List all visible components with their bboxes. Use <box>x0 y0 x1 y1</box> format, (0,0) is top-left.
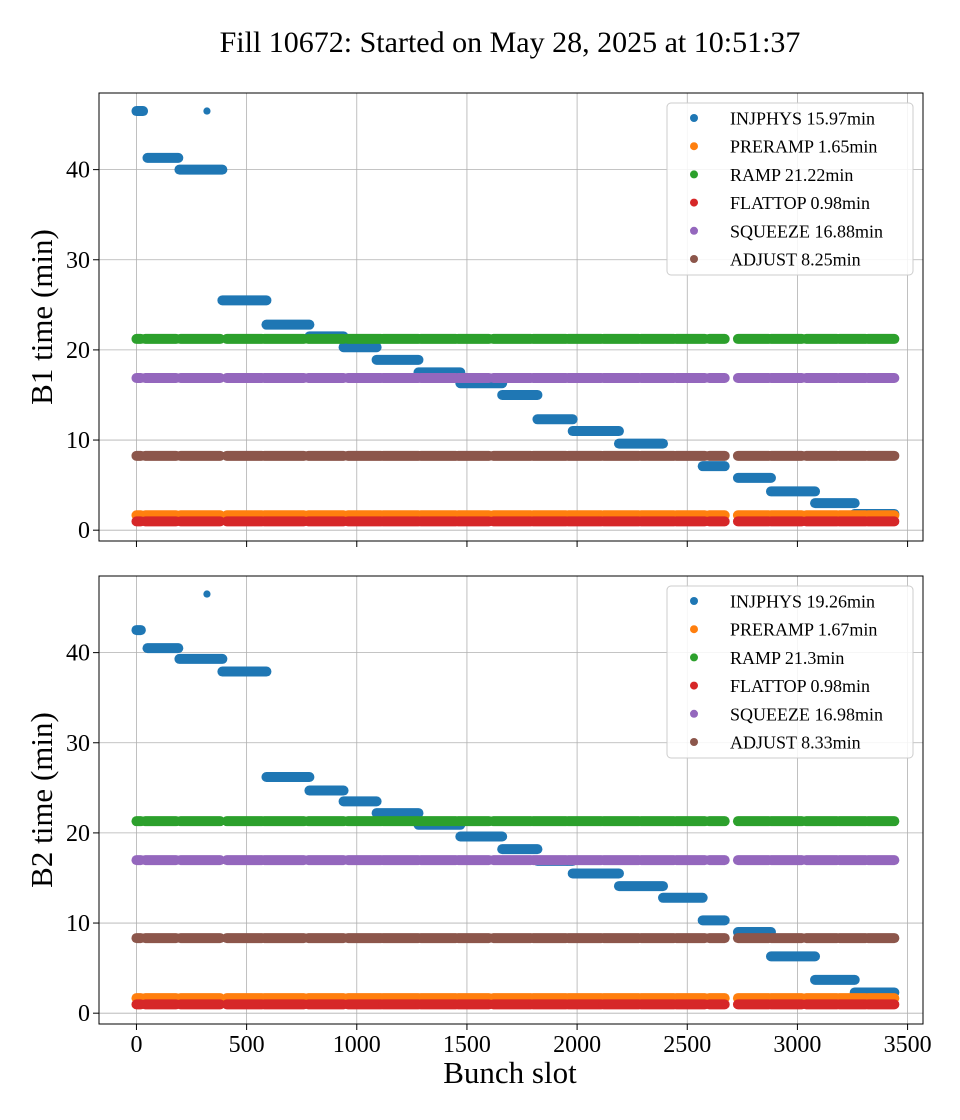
legend-marker <box>690 226 698 235</box>
x-tick-label: 2500 <box>663 1032 711 1058</box>
data-point-injphys <box>203 107 211 115</box>
plot-area <box>131 106 900 527</box>
y-tick-label: 20 <box>66 821 90 847</box>
legend-label: FLATTOP 0.98min <box>730 676 870 696</box>
x-axis-label: Bunch slot <box>443 1055 577 1090</box>
legend-label: PRERAMP 1.67min <box>730 620 877 640</box>
x-tick-label: 1000 <box>333 1032 381 1058</box>
y-tick-label: 10 <box>66 428 90 454</box>
axes-frame <box>98 575 924 1025</box>
legend-label: INJPHYS 19.26min <box>730 592 875 612</box>
y-tick-label: 40 <box>66 158 90 184</box>
figure-title: Fill 10672: Started on May 28, 2025 at 1… <box>220 26 801 59</box>
legend-label: SQUEEZE 16.88min <box>730 221 883 241</box>
x-tick-label: 1500 <box>443 1032 491 1058</box>
legend-marker <box>690 142 698 151</box>
legend-marker <box>690 114 698 122</box>
y-axis-label: B1 time (min) <box>24 229 59 405</box>
legend-marker <box>690 625 698 634</box>
legend-label: INJPHYS 15.97min <box>730 109 875 129</box>
legend: INJPHYS 15.97min PRERAMP 1.65min RAMP 21.2… <box>666 102 914 276</box>
legend-marker <box>690 681 698 690</box>
legend-label: SQUEEZE 16.98min <box>730 704 883 724</box>
legend: INJPHYS 19.26min PRERAMP 1.67min RAMP 21.3… <box>666 585 914 759</box>
x-tick-label: 3500 <box>884 1032 932 1058</box>
x-tick-label: 500 <box>229 1032 265 1058</box>
legend-marker <box>690 709 698 718</box>
x-tick-label: 3000 <box>773 1032 821 1058</box>
legend-box <box>666 585 914 759</box>
axes-frame <box>98 92 924 542</box>
panel-b2: 0 500 1000 1500 2000 2500 3000 3500 0 10 20 30 40 B2 … <box>24 575 932 1058</box>
y-tick-label: 40 <box>66 641 90 667</box>
x-tick-label: 0 <box>130 1032 142 1058</box>
series-injphys <box>131 106 900 519</box>
legend-marker <box>690 198 698 207</box>
legend-marker <box>690 653 698 662</box>
y-tick-label: 30 <box>66 731 90 757</box>
y-tick-label: 0 <box>78 1001 90 1027</box>
legend-marker <box>690 170 698 179</box>
y-tick-label: 20 <box>66 338 90 364</box>
legend-label: RAMP 21.22min <box>730 165 853 185</box>
data-point-injphys <box>203 590 211 598</box>
x-tick-label: 2000 <box>553 1032 601 1058</box>
plot-area <box>131 590 900 1010</box>
legend-label: PRERAMP 1.65min <box>730 137 877 157</box>
legend-label: RAMP 21.3min <box>730 648 844 668</box>
legend-box <box>666 102 914 276</box>
legend-label: ADJUST 8.33min <box>730 733 861 753</box>
y-axis-label: B2 time (min) <box>24 712 59 888</box>
legend-label: ADJUST 8.25min <box>730 250 861 270</box>
y-tick-label: 30 <box>66 248 90 274</box>
legend-marker <box>690 738 698 746</box>
panel-b1: 0 10 20 30 40 B1 time (min) INJPHYS 15.97min PR… <box>24 92 924 547</box>
legend-label: FLATTOP 0.98min <box>730 193 870 213</box>
legend-marker <box>690 255 698 263</box>
y-tick-label: 10 <box>66 911 90 937</box>
legend-marker <box>690 597 698 605</box>
y-tick-label: 0 <box>78 518 90 544</box>
